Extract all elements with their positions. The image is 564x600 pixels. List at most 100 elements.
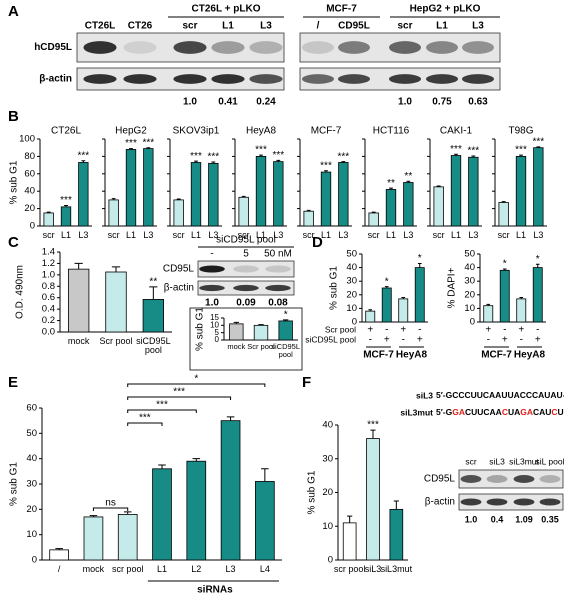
lane-label: CD95L: [338, 21, 370, 32]
y-tick-label: 0: [328, 555, 333, 566]
bar: [403, 182, 414, 227]
x-tick-label: siL3mut: [380, 565, 413, 574]
significance: *: [284, 310, 288, 321]
error-bar: [282, 319, 289, 321]
band: [539, 498, 561, 506]
bar: [450, 155, 462, 227]
band: [265, 284, 291, 292]
lane-label: L3: [472, 21, 484, 32]
bar: [532, 267, 543, 323]
sequence-segment: C: [502, 407, 508, 417]
condition-sign: -: [385, 325, 388, 336]
y-tick-label: 0: [470, 317, 475, 328]
condition-name: Scr pool: [325, 324, 356, 334]
error-bar: [146, 147, 151, 149]
y-tick-label: 50: [26, 428, 37, 439]
y-tick-label: 1.4: [42, 247, 55, 258]
bar: [381, 287, 392, 323]
y-tick-label: 30: [322, 453, 333, 464]
x-tick-label: L1: [190, 231, 201, 240]
bar: [385, 189, 397, 227]
category-label-box: scr: [43, 231, 55, 240]
category-label-box: mock: [227, 343, 245, 350]
category-label-box: L1: [157, 565, 167, 574]
y-tick-label: 0: [30, 221, 35, 232]
chart-title: HCT116: [373, 126, 410, 137]
error-bar: [111, 198, 116, 200]
x-tick-label: L3: [273, 231, 284, 240]
row-label: β-actin: [164, 283, 194, 294]
category-label-box: L3: [533, 231, 543, 240]
bar: [368, 212, 379, 227]
category-label-box: siCD95L pool: [271, 343, 300, 358]
significance: *: [385, 276, 389, 287]
quantification: 1.0: [398, 97, 412, 108]
band: [83, 41, 117, 54]
error-bar: [149, 286, 158, 300]
bracket: [127, 396, 232, 400]
y-tick-label: 60: [24, 168, 35, 179]
lane-label: scr: [182, 21, 197, 32]
band: [338, 74, 370, 84]
group-header: MCF-7: [326, 4, 357, 15]
group-label: MCF-7: [481, 350, 512, 361]
category-label-box: L2: [191, 565, 201, 574]
bar: [143, 148, 154, 227]
category-label-box: L3: [226, 565, 236, 574]
significance: **: [149, 276, 157, 287]
blot-strip: [197, 260, 295, 278]
category-label-box: scr: [108, 231, 120, 240]
band: [211, 41, 245, 54]
y-tick-label: 30: [346, 276, 357, 287]
sequence-segment: CUUCAA: [465, 407, 502, 417]
bar: [68, 268, 90, 333]
category-label-box: scr: [173, 231, 185, 240]
bar: [366, 438, 380, 561]
bar: [389, 508, 404, 561]
y-tick-label: 0.4: [42, 304, 55, 315]
lane-label: /: [317, 21, 320, 32]
condition-sign: +: [535, 335, 541, 346]
band: [302, 41, 334, 54]
bar: [414, 267, 425, 323]
chart-title: HepG2: [115, 126, 147, 137]
significance: ***: [190, 151, 202, 162]
category-label-box: siL3mut: [380, 565, 413, 574]
x-tick-label: scr: [302, 231, 315, 240]
significance: *: [503, 259, 507, 270]
error-bar: [486, 303, 491, 306]
group-label: HeyA8: [514, 350, 546, 361]
lane-label: L1: [436, 21, 448, 32]
band: [83, 74, 117, 84]
chart-title: CT26L: [51, 126, 81, 137]
category-label-box: L3: [273, 231, 284, 240]
y-tick-label: 20: [26, 504, 37, 515]
significance: ***: [367, 420, 379, 431]
row-label: CD95L: [424, 474, 456, 485]
x-tick-label: L1: [125, 231, 136, 240]
band: [460, 498, 482, 506]
y-tick-label: 0.0: [42, 327, 55, 338]
category-label-box: L3: [78, 231, 88, 240]
bar: [60, 206, 72, 227]
bar: [190, 162, 202, 227]
y-axis-label: % sub G1: [9, 462, 20, 506]
lane-label: -: [210, 249, 213, 260]
band: [389, 74, 421, 84]
row-label: CD95L: [163, 264, 195, 275]
row-label: β-actin: [39, 74, 72, 85]
error-bar: [535, 263, 540, 268]
condition-sign: -: [536, 325, 539, 336]
y-tick-label: 5: [215, 328, 220, 337]
error-bar: [502, 268, 507, 271]
quantification: 1.0: [465, 514, 478, 524]
y-tick-label: 1.2: [42, 258, 55, 269]
lane-label: siL pool: [536, 456, 564, 466]
x-tick-label: L1: [450, 231, 461, 240]
lane-label: L1: [222, 21, 234, 32]
y-tick-label: 40: [464, 262, 475, 273]
bar: [238, 196, 249, 227]
category-label-box: L3: [208, 231, 218, 240]
y-tick-label: 20: [322, 487, 333, 498]
error-bar: [536, 146, 541, 148]
